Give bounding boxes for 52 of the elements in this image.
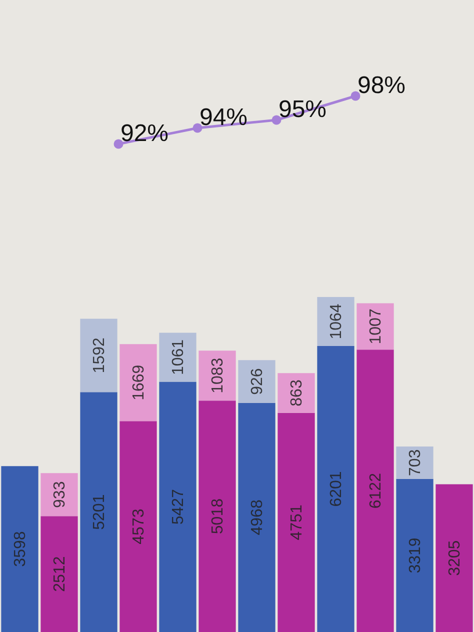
data-label: 933: [51, 481, 68, 508]
data-label: 6122: [367, 472, 384, 509]
bar: [80, 392, 118, 632]
bar: [1, 466, 38, 632]
bar: [198, 350, 236, 401]
data-label: 98%: [357, 72, 406, 99]
data-label: 926: [248, 368, 266, 395]
data-label: 1007: [367, 308, 384, 344]
bar: [317, 296, 354, 346]
bar: [40, 516, 78, 632]
data-label: 4573: [130, 508, 148, 544]
bar: [159, 382, 196, 632]
data-label: 1083: [209, 358, 226, 394]
data-label: 92%: [120, 120, 169, 147]
data-label: 1669: [130, 364, 148, 400]
bar: [238, 360, 276, 403]
bar: [198, 400, 236, 632]
data-label: 4968: [248, 500, 266, 536]
data-label: 3205: [446, 540, 464, 576]
data-label: 3598: [12, 531, 29, 567]
data-label: 4751: [288, 504, 306, 540]
bar: [436, 484, 473, 632]
data-label: 703: [406, 449, 424, 476]
data-label: 863: [288, 380, 306, 406]
bar: [356, 350, 394, 632]
bar: [120, 344, 157, 422]
bar: [40, 473, 78, 516]
bar: [396, 446, 434, 479]
bar: [238, 402, 276, 632]
point: [114, 139, 124, 149]
bar: [278, 373, 315, 413]
point: [272, 115, 282, 125]
data-label: 1592: [90, 338, 108, 374]
bar: [278, 412, 315, 632]
bar: [80, 318, 118, 392]
data-label: 1061: [170, 339, 187, 376]
data-label: 94%: [199, 104, 248, 131]
bar: [120, 421, 157, 632]
bar: [317, 346, 354, 632]
bar: [356, 303, 394, 350]
bar: [159, 332, 196, 382]
point: [350, 91, 360, 101]
data-label: 5201: [90, 494, 108, 530]
data-label: 95%: [278, 96, 327, 123]
point: [192, 123, 202, 133]
bar: [396, 478, 434, 632]
data-label: 2512: [51, 556, 68, 592]
data-label: 1064: [328, 304, 345, 340]
data-label: 6201: [328, 471, 345, 507]
data-label: 5018: [209, 498, 226, 534]
data-label: 3319: [406, 538, 424, 574]
data-label: 5427: [170, 488, 187, 525]
